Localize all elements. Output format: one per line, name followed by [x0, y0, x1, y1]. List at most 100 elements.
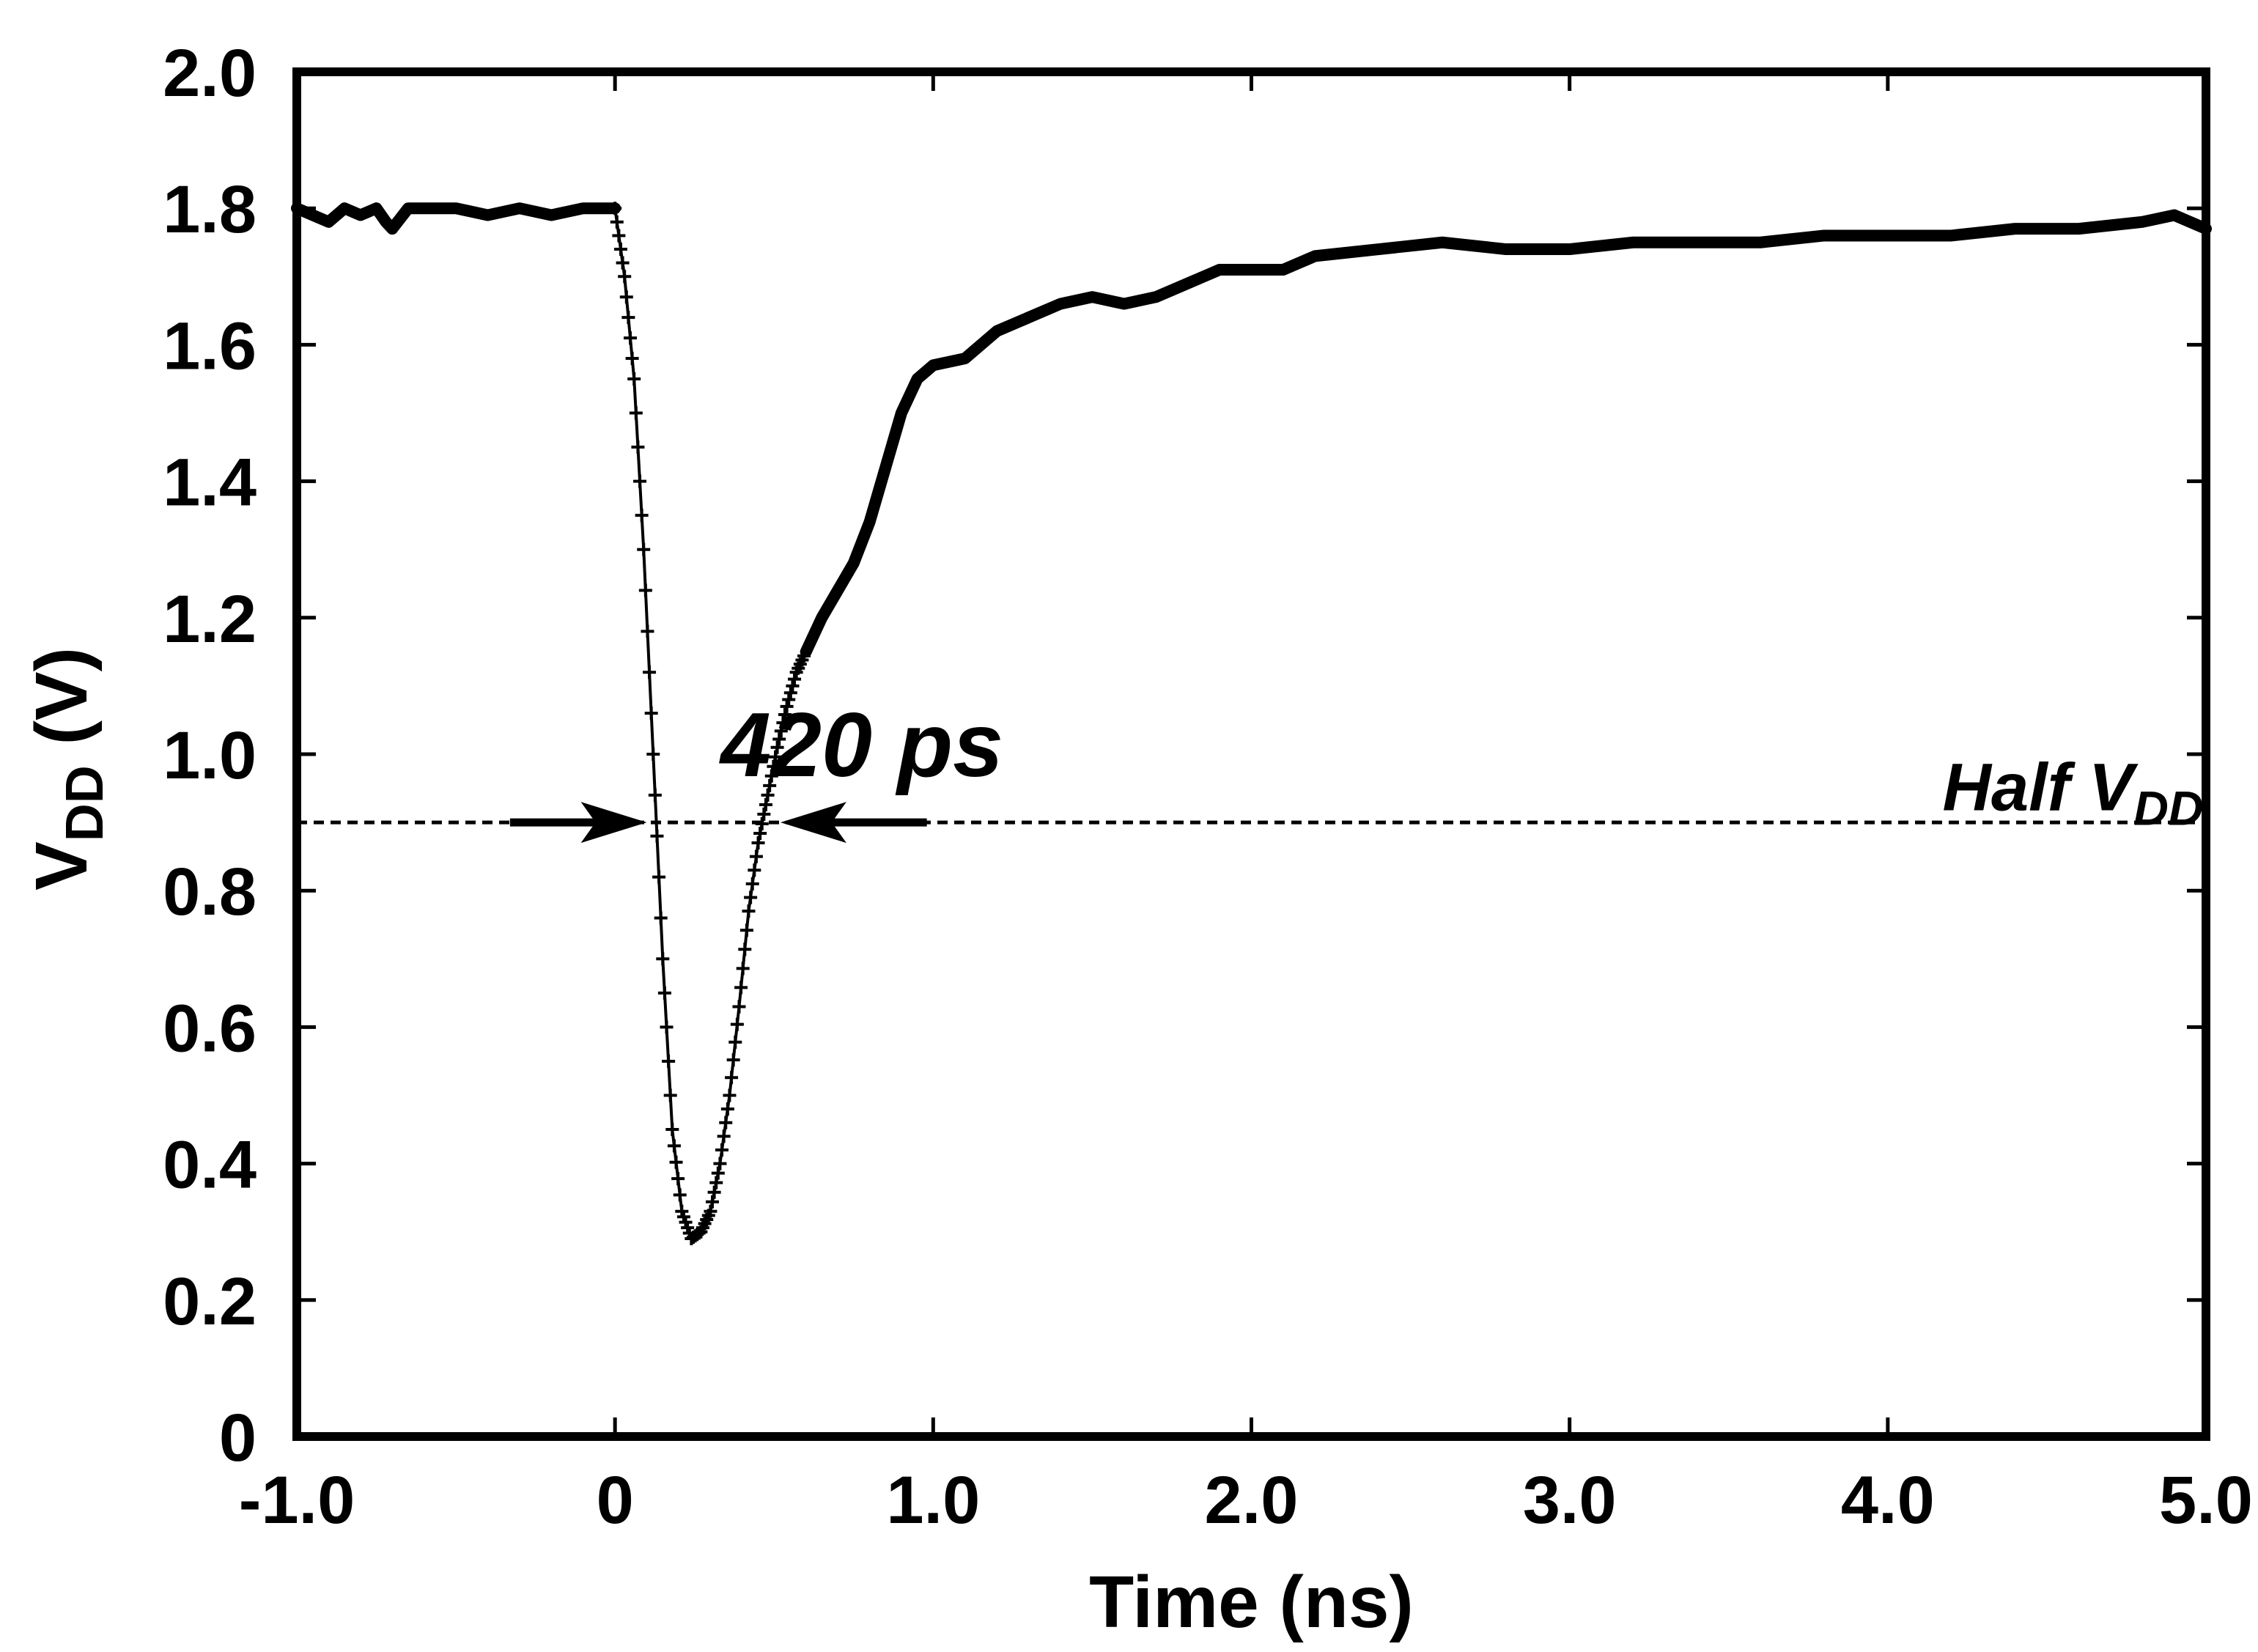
- half-vdd-label-sub: DD: [2133, 781, 2203, 836]
- plus-marker: [662, 1054, 676, 1068]
- left-arrow-head: [580, 802, 647, 844]
- x-tick-label: 3.0: [1523, 1463, 1617, 1538]
- plus-marker: [767, 759, 781, 773]
- y-tick-label: 1.6: [163, 309, 257, 383]
- y-tick-label: 0.2: [163, 1264, 257, 1339]
- plus-marker: [751, 836, 765, 850]
- plus-marker: [728, 1035, 742, 1049]
- plus-marker: [749, 849, 763, 863]
- plus-marker: [725, 1071, 739, 1085]
- plus-marker: [665, 1123, 679, 1137]
- y-tick-label: 2.0: [163, 36, 257, 111]
- y-axis-title-sub: DD: [56, 765, 114, 841]
- plus-marker: [706, 1195, 720, 1209]
- y-axis-title-unit: (V): [21, 647, 103, 765]
- plus-marker: [745, 877, 759, 890]
- y-tick-label: 0: [219, 1401, 257, 1475]
- plus-marker: [736, 962, 750, 976]
- plus-marker: [761, 788, 775, 802]
- plus-marker: [759, 797, 772, 811]
- plus-marker: [610, 215, 624, 229]
- plus-marker: [715, 1143, 729, 1157]
- plus-marker: [732, 1000, 746, 1014]
- plus-marker: [788, 672, 802, 686]
- plus-marker: [719, 1116, 733, 1129]
- plus-marker: [709, 1176, 723, 1190]
- right-arrow-head: [780, 802, 846, 844]
- annotation-layer: [509, 802, 927, 844]
- series-layer: [291, 202, 2212, 1246]
- plus-marker: [618, 270, 632, 284]
- plus-marker: [786, 679, 800, 693]
- plus-marker: [753, 827, 767, 840]
- plus-marker: [748, 863, 761, 877]
- y-tick-label: 0.4: [163, 1128, 257, 1203]
- plus-marker: [669, 1155, 683, 1169]
- y-tick-label: 1.2: [163, 582, 257, 657]
- plus-marker: [757, 807, 771, 821]
- plus-marker: [734, 981, 748, 995]
- plus-marker: [631, 440, 645, 454]
- plus-marker: [707, 1185, 721, 1199]
- plus-marker: [717, 1129, 731, 1143]
- x-tick-label: 0: [597, 1463, 634, 1538]
- plus-marker: [616, 256, 630, 270]
- y-axis-title: VDD (V): [21, 647, 114, 890]
- plus-marker: [656, 952, 670, 966]
- y-tick-label: 0.8: [163, 855, 257, 929]
- plus-marker: [663, 1088, 677, 1102]
- x-axis-title: Time (ns): [1089, 1561, 1414, 1643]
- series-line: [291, 202, 621, 235]
- plus-marker: [704, 1204, 717, 1218]
- plus-marker: [778, 708, 792, 722]
- y-tick-label: 1.8: [163, 172, 257, 247]
- label-layer: -1.0 0 1.0 2.0 3.0 4.0 5.000.20.40.60.81.01.21…: [163, 36, 2253, 1538]
- series-markers: [608, 202, 811, 1246]
- plus-marker: [629, 406, 643, 420]
- plus-marker: [633, 474, 647, 488]
- plus-marker: [720, 1102, 734, 1116]
- plus-marker: [638, 583, 652, 597]
- x-tick-label: 2.0: [1205, 1463, 1299, 1538]
- plus-marker: [774, 724, 788, 738]
- plot-frame: [292, 67, 2210, 1441]
- plus-marker: [624, 331, 638, 345]
- plus-marker: [613, 243, 627, 257]
- plus-marker: [654, 911, 668, 925]
- plus-marker: [627, 372, 641, 386]
- plus-marker: [652, 870, 666, 884]
- plus-marker: [612, 229, 626, 243]
- x-tick-label: 4.0: [1841, 1463, 1935, 1538]
- plus-marker: [673, 1188, 687, 1202]
- plus-marker: [635, 509, 649, 523]
- plus-marker: [625, 352, 639, 366]
- plus-marker: [619, 290, 633, 304]
- y-tick-label: 0.6: [163, 991, 257, 1066]
- plus-marker: [657, 986, 671, 1000]
- series-line: [800, 209, 2212, 658]
- plus-marker: [643, 665, 657, 679]
- plus-marker: [730, 1017, 744, 1031]
- plus-marker: [711, 1166, 725, 1180]
- x-tick-label: 1.0: [886, 1463, 980, 1538]
- plus-marker: [738, 943, 752, 956]
- plus-marker: [713, 1157, 727, 1170]
- plus-marker: [780, 699, 794, 713]
- plus-marker: [772, 732, 786, 746]
- x-tick-label: 5.0: [2159, 1463, 2253, 1538]
- y-axis-title-main: V: [21, 841, 103, 890]
- plus-marker: [723, 1088, 737, 1102]
- tick-layer: [295, 70, 2208, 1439]
- plus-marker: [768, 750, 782, 764]
- plus-marker: [641, 624, 654, 638]
- plus-marker: [783, 686, 797, 700]
- plus-marker: [742, 904, 756, 918]
- plus-marker: [667, 1139, 681, 1153]
- plus-marker: [744, 890, 758, 904]
- plus-marker: [621, 311, 635, 325]
- x-tick-label: -1.0: [239, 1463, 355, 1538]
- plus-marker: [770, 740, 784, 754]
- plus-marker: [644, 707, 658, 720]
- plus-marker: [776, 716, 790, 730]
